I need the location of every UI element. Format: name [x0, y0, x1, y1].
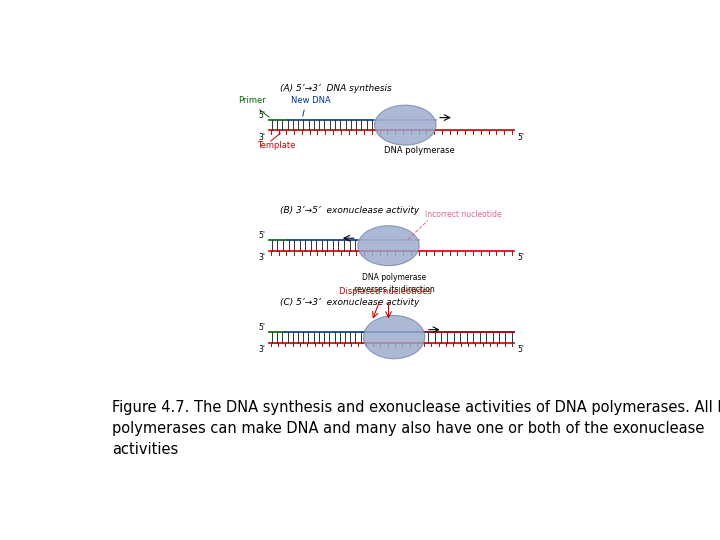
- Text: 5': 5': [258, 231, 266, 240]
- Text: New DNA: New DNA: [291, 96, 330, 105]
- Text: DNA polymerase: DNA polymerase: [384, 146, 454, 156]
- Text: 5': 5': [517, 345, 524, 354]
- Text: 5': 5': [258, 111, 266, 119]
- Text: 3': 3': [258, 133, 266, 141]
- Text: (C) 5’→3’  exonuclease activity: (C) 5’→3’ exonuclease activity: [280, 298, 419, 307]
- Ellipse shape: [364, 315, 425, 359]
- Text: (B) 3’→5’  exonuclease activity: (B) 3’→5’ exonuclease activity: [280, 206, 419, 215]
- Text: 3': 3': [258, 253, 266, 262]
- Ellipse shape: [358, 226, 419, 266]
- Text: 5': 5': [517, 133, 524, 141]
- Text: Template: Template: [258, 141, 296, 150]
- Text: 5': 5': [517, 253, 524, 262]
- Text: DNA polymerase
reverses its direction: DNA polymerase reverses its direction: [354, 273, 434, 294]
- Text: 5': 5': [258, 323, 266, 332]
- Ellipse shape: [374, 105, 436, 145]
- Text: Displaced nucleotides: Displaced nucleotides: [339, 287, 432, 296]
- Text: Figure 4.7. The DNA synthesis and exonuclease activities of DNA polymerases. All: Figure 4.7. The DNA synthesis and exonuc…: [112, 400, 720, 456]
- Text: 3': 3': [258, 345, 266, 354]
- Text: Primer: Primer: [238, 96, 266, 105]
- Text: (A) 5’→3’  DNA synthesis: (A) 5’→3’ DNA synthesis: [280, 84, 392, 92]
- Text: Incorrect nucleotide: Incorrect nucleotide: [425, 210, 501, 219]
